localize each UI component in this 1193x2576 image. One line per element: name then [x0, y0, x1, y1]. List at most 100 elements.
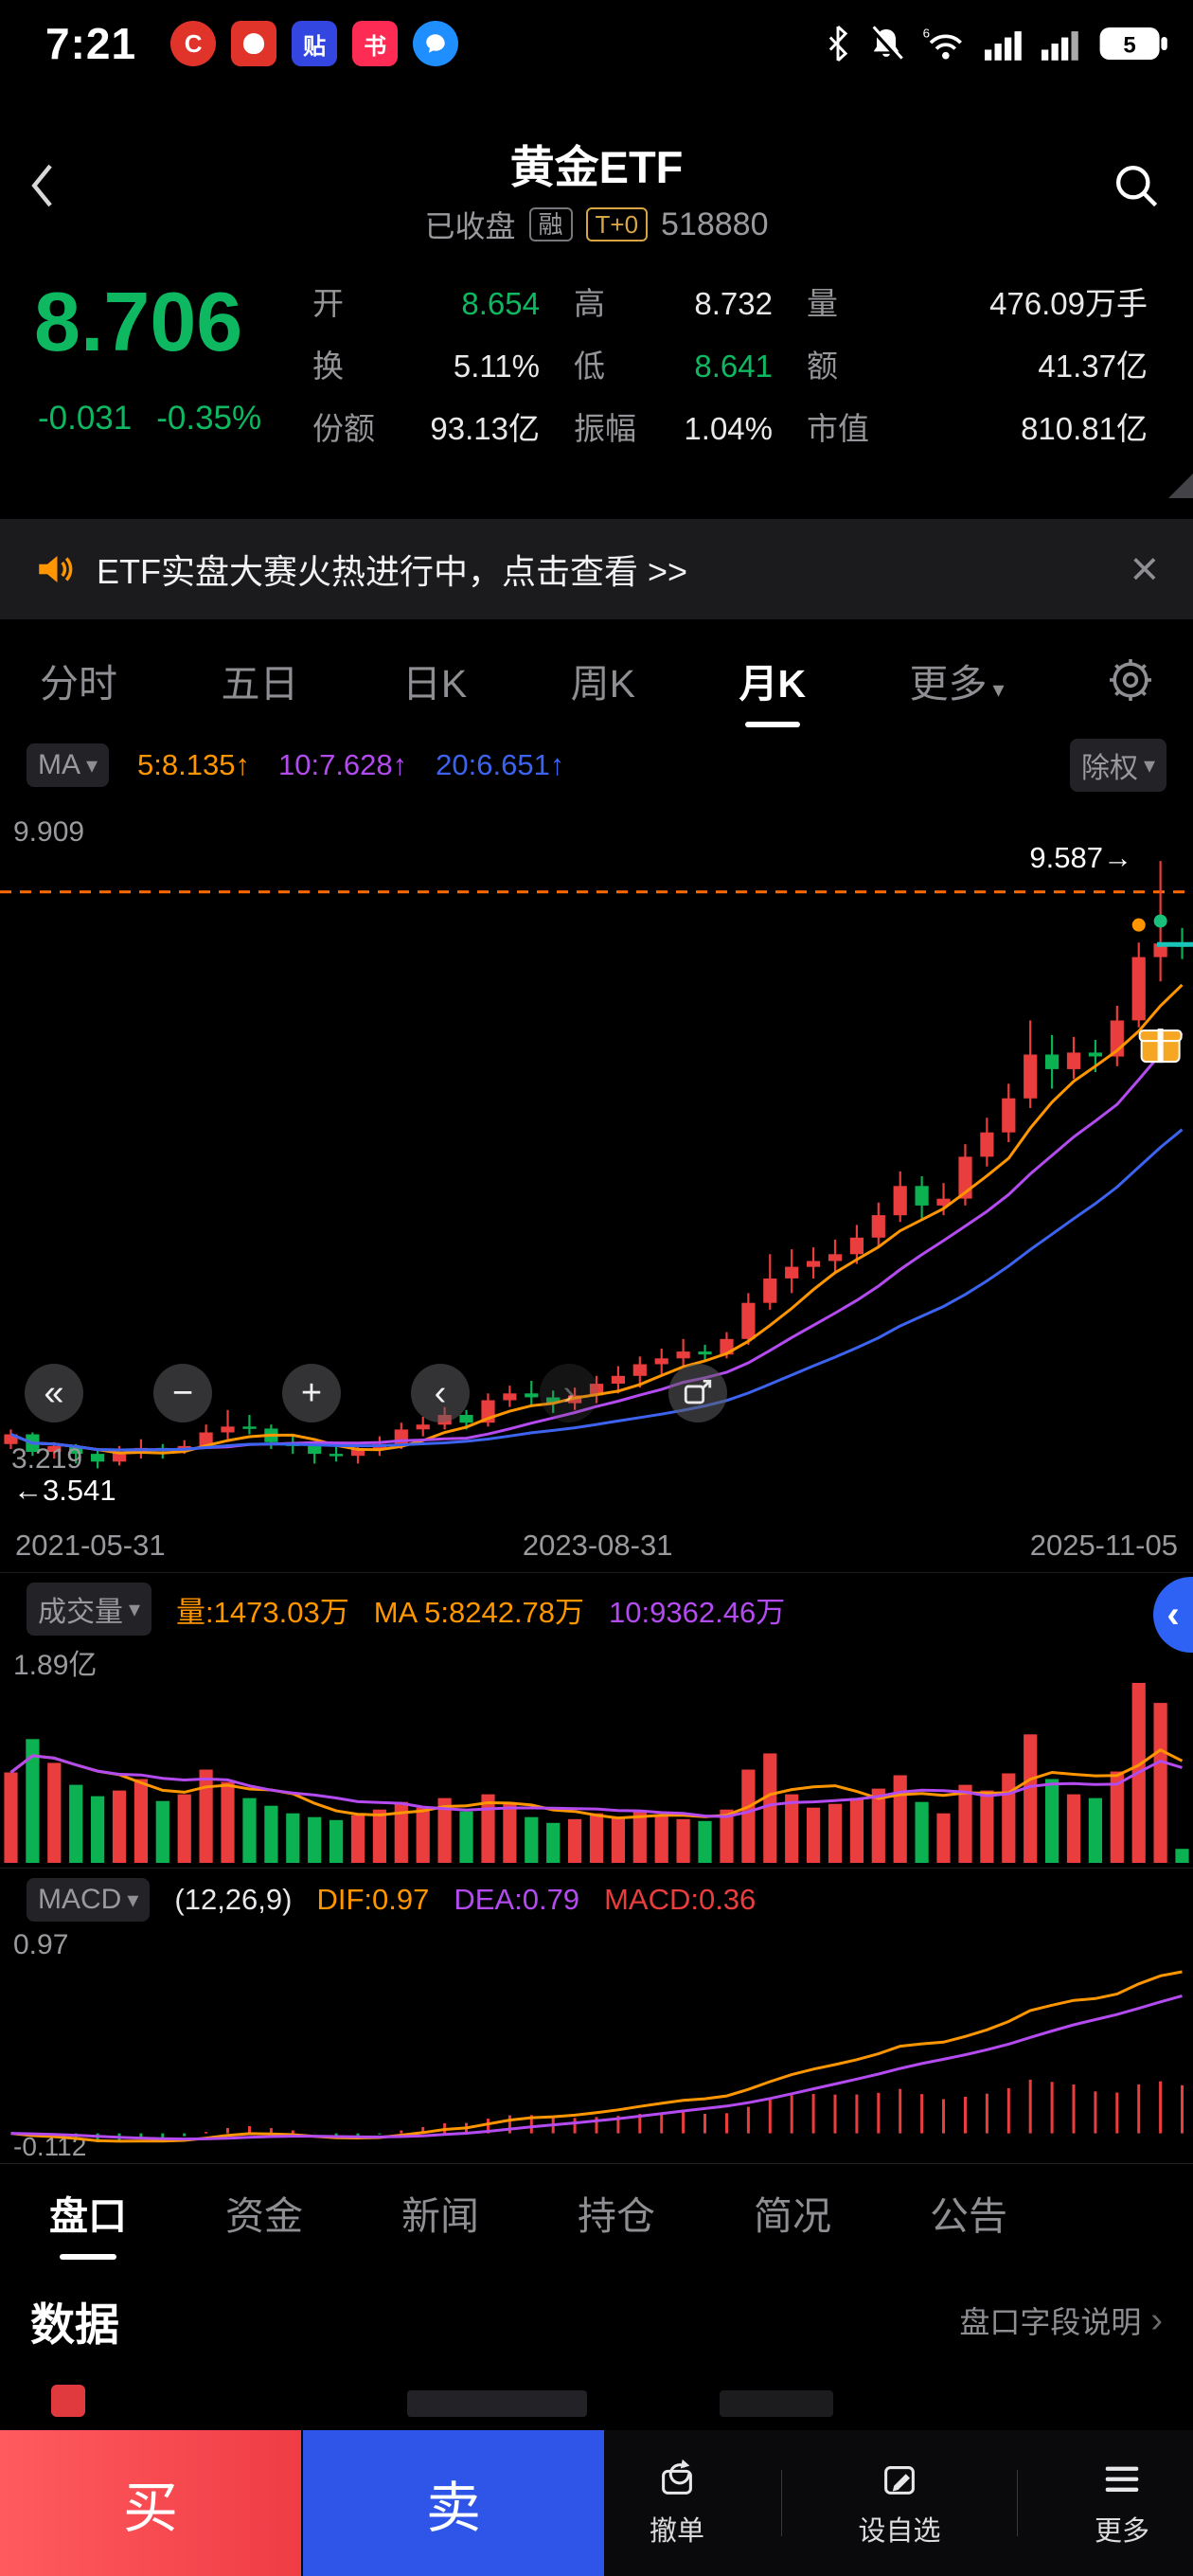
stat-open: 开 8.654 — [312, 286, 540, 321]
page-title: 黄金ETF — [509, 142, 684, 192]
ma-indicator-bar: MA ▾ 5:8.135↑ 10:7.628↑ 20:6.651↑ 除权 ▾ — [0, 735, 1193, 796]
divider — [1017, 2470, 1019, 2536]
tab-monthly-k[interactable]: 月K — [739, 652, 806, 708]
clipped-red-icon — [51, 2385, 85, 2417]
tab-5day[interactable]: 五日 — [221, 662, 299, 706]
data-section-header: 数据 盘口字段说明 › — [0, 2271, 1193, 2370]
last-price: 8.706 — [34, 275, 243, 368]
signal-bars-sim2-icon — [1042, 31, 1078, 61]
chart-settings-gear-icon[interactable] — [1108, 657, 1153, 703]
caret-down-icon: ▾ — [86, 752, 98, 778]
macd-axis-max: 0.97 — [13, 1929, 69, 1960]
shopping-app-icon — [231, 21, 277, 66]
more-menu-icon — [1105, 2466, 1139, 2492]
buy-button[interactable]: 买 — [0, 2430, 301, 2576]
sell-button[interactable]: 卖 — [303, 2430, 604, 2576]
period-tab-bar: 分时 五日 日K 周K 月K 更多 ▾ — [0, 633, 1193, 727]
macd-pane[interactable]: MACD ▾ (12,26,9) DIF:0.97 DEA:0.79 MACD:0… — [0, 1868, 1193, 2164]
volume-plot[interactable] — [0, 1673, 1193, 1863]
svg-text:6: 6 — [923, 26, 930, 40]
more-actions-button[interactable]: 更多 — [1095, 2458, 1149, 2549]
macd-indicator-selector[interactable]: MACD ▾ — [27, 1878, 151, 1922]
change-percent: -0.35% — [156, 400, 262, 437]
cancel-order-button[interactable]: 撤单 — [650, 2458, 704, 2549]
wifi-6-icon: 6 — [923, 26, 963, 60]
tab-more[interactable]: 更多 ▾ — [909, 662, 1005, 706]
start-price-annotation: ←3.541 — [13, 1474, 116, 1507]
volume-ma10: 10:9362.46万 — [609, 1595, 786, 1629]
security-code: 518880 — [661, 206, 769, 242]
ma20-value: 20:6.651↑ — [436, 748, 565, 781]
pan-right-button[interactable]: › — [540, 1364, 598, 1422]
stat-amount: 额 41.37亿 — [807, 349, 1148, 384]
panel-collapse-handle[interactable]: ‹ — [1153, 1577, 1193, 1653]
chevron-left-icon: ‹ — [1166, 1593, 1180, 1636]
clipped-text-fragment — [407, 2390, 587, 2417]
x-label-mid: 2023-08-31 — [522, 1529, 673, 1562]
action-tools: 撤单 设自选 更多 — [606, 2430, 1193, 2576]
tab-holdings[interactable]: 持仓 — [578, 2193, 655, 2238]
dea-value: DEA:0.79 — [454, 1883, 580, 1916]
quote-panel[interactable]: 8.706 -0.031 -0.35% 开 8.654 高 8.732 量 476.0… — [0, 265, 1193, 513]
tab-news[interactable]: 新闻 — [401, 2193, 479, 2238]
chart-toolbar: « − + ‹ › — [25, 1364, 727, 1422]
volume-ma5: MA 5:8242.78万 — [373, 1595, 585, 1629]
tab-minute[interactable]: 分时 — [40, 662, 117, 706]
restore-icon — [684, 1379, 712, 1404]
notification-app-icons: C 贴 书 — [170, 21, 459, 66]
battery-icon: 5 — [1099, 27, 1167, 60]
search-icon[interactable] — [1112, 161, 1161, 210]
section-tab-bar: 盘口 资金 新闻 持仓 简况 公告 — [0, 2163, 1193, 2260]
promo-banner[interactable]: ETF实盘大赛火热进行中，点击查看 >> × — [0, 519, 1193, 619]
candlestick-chart[interactable]: 9.909 9.587→ 3.219 ←3.541 « − + ‹ › 2021… — [0, 797, 1193, 1572]
expand-corner-icon[interactable] — [1168, 474, 1193, 498]
status-indicators: 6 5 — [826, 25, 1168, 63]
tab-profile[interactable]: 简况 — [754, 2193, 831, 2238]
pan-left-button[interactable]: ‹ — [411, 1364, 470, 1422]
t-plus-0-badge: T+0 — [585, 207, 649, 242]
clock: 7:21 — [45, 19, 137, 68]
high-price-annotation: 9.587→ — [1029, 841, 1132, 874]
ma-selector[interactable]: MA ▾ — [27, 743, 110, 787]
volume-axis-max: 1.89亿 — [13, 1650, 98, 1681]
x-label-start: 2021-05-31 — [15, 1529, 166, 1562]
stat-shares: 份额 93.13亿 — [312, 411, 540, 446]
tab-weekly-k[interactable]: 周K — [570, 662, 636, 706]
stat-market-cap: 市值 810.81亿 — [807, 411, 1148, 446]
y-axis-min: 3.219 — [11, 1443, 83, 1475]
market-status: 已收盘 — [424, 209, 516, 243]
clipped-text-fragment — [720, 2390, 833, 2417]
reset-view-button[interactable] — [668, 1364, 727, 1422]
signal-bars-sim1-icon — [985, 31, 1022, 61]
tab-announcements[interactable]: 公告 — [930, 2193, 1007, 2238]
cancel-order-icon — [662, 2459, 692, 2495]
tab-funds[interactable]: 资金 — [225, 2193, 303, 2238]
volume-pane[interactable]: 成交量 ▾ 量:1473.03万 MA 5:8242.78万 10:9362.46… — [0, 1572, 1193, 1869]
tab-daily-k[interactable]: 日K — [401, 662, 468, 706]
y-axis-max: 9.909 — [13, 816, 85, 848]
close-icon[interactable]: × — [1130, 542, 1159, 597]
adjust-mode-selector[interactable]: 除权 ▾ — [1069, 739, 1166, 792]
dif-value: DIF:0.97 — [316, 1883, 430, 1916]
zoom-in-button[interactable]: + — [282, 1364, 341, 1422]
macd-plot[interactable] — [0, 1967, 1193, 2147]
price-change: -0.031 -0.35% — [38, 400, 261, 438]
battery-percent: 5 — [1123, 32, 1135, 58]
banner-text[interactable]: ETF实盘大赛火热进行中，点击查看 >> — [97, 552, 688, 591]
section-title: 数据 — [30, 2299, 119, 2350]
tieba-app-icon: 贴 — [292, 21, 338, 66]
zoom-out-button[interactable]: − — [153, 1364, 212, 1422]
kline-plot[interactable] — [0, 797, 1193, 1517]
field-help-link[interactable]: 盘口字段说明 › — [959, 2299, 1163, 2340]
back-button[interactable] — [27, 161, 57, 210]
volume-indicator-selector[interactable]: 成交量 ▾ — [27, 1583, 152, 1636]
chevron-right-icon: › — [1150, 2299, 1163, 2340]
app-header: 黄金ETF 已收盘 融 T+0 518880 — [0, 87, 1193, 265]
tab-order-book[interactable]: 盘口 — [49, 2184, 127, 2241]
partially-visible-row — [0, 2370, 1193, 2430]
add-watchlist-button[interactable]: 设自选 — [858, 2458, 941, 2549]
app-glyph — [243, 33, 265, 54]
jump-start-button[interactable]: « — [25, 1364, 83, 1422]
stat-volume: 量 476.09万手 — [807, 286, 1148, 321]
